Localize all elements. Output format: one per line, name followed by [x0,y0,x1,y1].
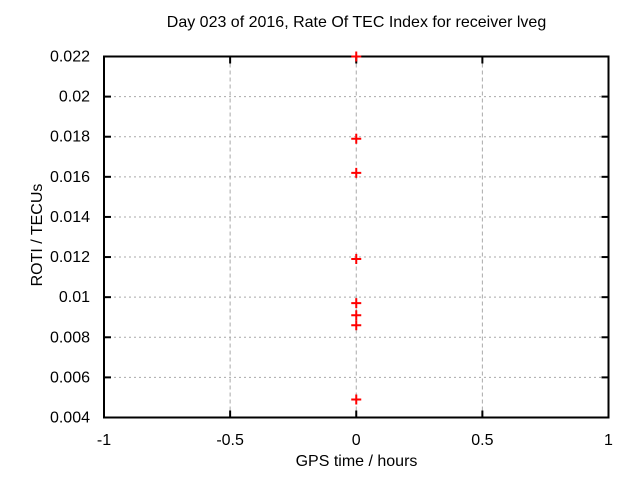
y-tick-label: 0.016 [50,169,90,186]
y-tick-label: 0.02 [59,89,90,106]
x-tick-label: -1 [97,432,111,449]
x-tick-label: 0 [352,432,361,449]
tick-labels: 0.004 0.006 0.008 0.01 0.012 0.014 0.016 0.018 0… [50,49,613,450]
data-point-marker [351,310,362,321]
y-tick-label: 0.022 [50,49,90,66]
data-point-marker [351,394,362,405]
x-axis-label: GPS time / hours [295,453,418,470]
gridlines [104,56,609,418]
x-tick-label: 1 [604,432,613,449]
data-point-marker [351,254,362,265]
y-tick-label: 0.008 [50,329,90,346]
y-tick-label: 0.01 [59,289,90,306]
data-point-marker [351,167,362,178]
y-tick-label: 0.018 [50,129,90,146]
chart-title: Day 023 of 2016, Rate Of TEC Index for r… [166,14,547,31]
tick-marks [103,55,610,419]
data-point-marker [351,298,362,309]
y-tick-label: 0.014 [50,209,90,226]
data-point-marker [351,133,362,144]
data-points [351,51,362,405]
y-tick-label: 0.004 [50,410,90,427]
x-tick-label: -0.5 [216,432,244,449]
x-tick-label: 0.5 [471,432,493,449]
y-tick-label: 0.012 [50,249,90,266]
y-tick-label: 0.006 [50,369,90,386]
data-point-marker [351,320,362,331]
axis-border [103,55,610,419]
data-point-marker [351,51,362,62]
